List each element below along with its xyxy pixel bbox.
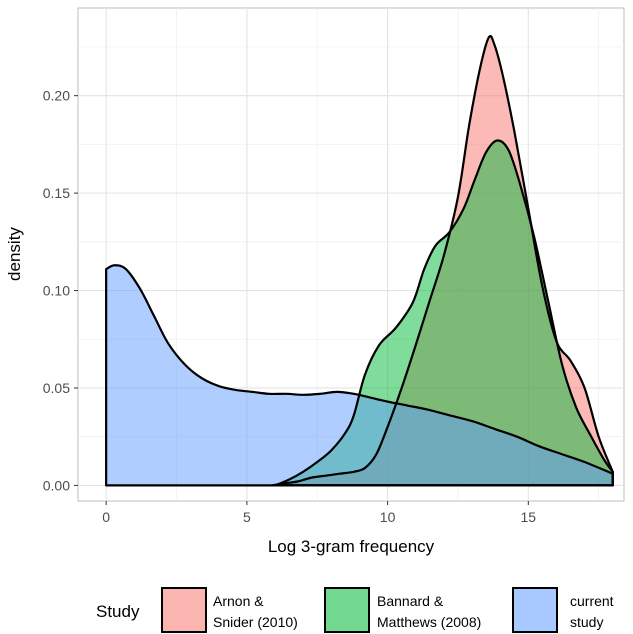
legend-item-bannard: Bannard & Matthews (2008) <box>324 587 481 633</box>
y-tick-label: 0.15 <box>43 185 70 201</box>
legend: Study Arnon & Snider (2010) Bannard & Ma… <box>96 587 614 633</box>
legend-key-bannard <box>324 587 370 633</box>
y-tick-label: 0.10 <box>43 283 70 299</box>
legend-label-current-line1: current <box>570 593 614 609</box>
legend-label-arnon-line2: Snider (2010) <box>213 614 298 630</box>
legend-key-current <box>512 587 558 633</box>
x-axis-title: Log 3-gram frequency <box>268 537 435 556</box>
density-outlines <box>105 34 614 487</box>
x-tick-label: 0 <box>102 509 110 525</box>
y-axis-ticks: 0.00 0.05 0.10 0.15 0.20 <box>43 88 78 493</box>
legend-label-current-line2: study <box>570 614 603 630</box>
density-outline-bannard <box>273 139 614 487</box>
density-outline-current <box>105 264 614 487</box>
x-tick-label: 5 <box>243 509 251 525</box>
x-tick-label: 15 <box>521 509 537 525</box>
legend-label-arnon-line1: Arnon & <box>213 593 264 609</box>
legend-item-current: current study <box>512 587 614 633</box>
y-tick-label: 0.00 <box>43 477 70 493</box>
legend-label-bannard-line2: Matthews (2008) <box>377 614 481 630</box>
legend-key-arnon <box>161 587 207 633</box>
x-tick-label: 10 <box>380 509 396 525</box>
density-area-current <box>106 265 613 486</box>
y-tick-label: 0.20 <box>43 88 70 104</box>
legend-item-arnon: Arnon & Snider (2010) <box>161 587 298 633</box>
density-outline-arnon <box>271 34 614 487</box>
legend-title: Study <box>96 602 140 621</box>
x-axis-ticks: 0 5 10 15 <box>102 501 536 525</box>
y-axis-title: density <box>5 227 24 281</box>
y-tick-label: 0.05 <box>43 380 70 396</box>
legend-label-bannard-line1: Bannard & <box>377 593 444 609</box>
